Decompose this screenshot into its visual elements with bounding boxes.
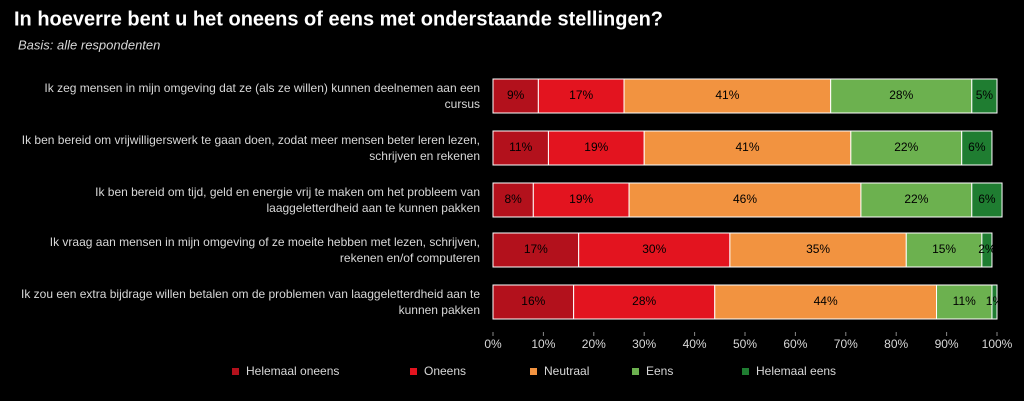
bar-segment <box>936 284 993 320</box>
bar-segment <box>991 284 998 320</box>
bar-segment <box>623 78 832 114</box>
x-tick-label: 70% <box>834 337 858 351</box>
bar-segment <box>573 284 716 320</box>
data-label: 11% <box>953 294 976 308</box>
bar-segment <box>547 130 645 166</box>
bar-segment <box>537 78 625 114</box>
data-label: 15% <box>932 242 956 256</box>
category-label: Ik zeg mensen in mijn omgeving dat ze (a… <box>44 81 480 111</box>
bar-segment <box>729 232 907 268</box>
legend-label: Helemaal oneens <box>246 364 339 378</box>
bar-segment <box>961 130 993 166</box>
category-label: Ik zou een extra bijdrage willen betalen… <box>21 287 480 317</box>
bar-segment <box>714 284 938 320</box>
bar-segment <box>643 130 852 166</box>
legend-label: Eens <box>646 364 673 378</box>
x-tick-label: 60% <box>783 337 807 351</box>
data-label: 44% <box>814 294 838 308</box>
x-tick-label: 40% <box>683 337 707 351</box>
chart-title: In hoeverre bent u het oneens of eens me… <box>14 8 663 30</box>
legend-label: Helemaal eens <box>756 364 836 378</box>
data-label: 9% <box>507 88 525 102</box>
x-tick-label: 30% <box>632 337 656 351</box>
data-label: 28% <box>889 88 913 102</box>
bar-segment <box>905 232 983 268</box>
data-label: 5% <box>976 88 994 102</box>
x-tick-label: 50% <box>733 337 757 351</box>
legend-marker <box>742 368 749 375</box>
x-tick-label: 10% <box>531 337 555 351</box>
data-label: 30% <box>642 242 666 256</box>
x-tick-label: 100% <box>982 337 1013 351</box>
data-label: 22% <box>904 192 928 206</box>
chart-subtitle: Basis: alle respondenten <box>18 37 160 52</box>
data-label: 41% <box>715 88 739 102</box>
category-label: Ik ben bereid om tijd, geld en energie v… <box>95 185 480 215</box>
data-label: 11% <box>509 140 532 154</box>
data-label: 16% <box>521 294 545 308</box>
bar-segment <box>860 182 973 218</box>
data-label: 1% <box>986 294 1004 308</box>
data-label: 17% <box>524 242 548 256</box>
bar-segment <box>971 78 998 114</box>
data-label: 35% <box>806 242 830 256</box>
data-label: 22% <box>894 140 918 154</box>
data-label: 17% <box>569 88 593 102</box>
bar-segment <box>492 284 575 320</box>
bar-segment <box>830 78 973 114</box>
category-label: Ik ben bereid om vrijwilligerswerk te ga… <box>21 133 480 163</box>
data-label: 28% <box>632 294 656 308</box>
data-label: 46% <box>733 192 757 206</box>
legend-label: Neutraal <box>544 364 589 378</box>
bar-segment <box>628 182 862 218</box>
data-label: 6% <box>968 140 986 154</box>
bar-segment <box>981 232 993 268</box>
x-tick-label: 90% <box>935 337 959 351</box>
bar-segment <box>971 182 1003 218</box>
data-label: 6% <box>978 192 996 206</box>
bar-segment <box>492 232 580 268</box>
x-tick-label: 80% <box>884 337 908 351</box>
legend-marker <box>530 368 537 375</box>
bar-segment <box>492 130 549 166</box>
category-label: Ik vraag aan mensen in mijn omgeving of … <box>49 235 480 265</box>
data-label: 8% <box>504 192 522 206</box>
legend-marker <box>232 368 239 375</box>
data-label: 41% <box>736 140 760 154</box>
data-label: 19% <box>584 140 608 154</box>
legend-label: Oneens <box>424 364 466 378</box>
legend-marker <box>632 368 639 375</box>
x-tick-label: 20% <box>582 337 606 351</box>
bar-segment <box>578 232 731 268</box>
data-label: 19% <box>569 192 593 206</box>
x-tick-label: 0% <box>484 337 502 351</box>
data-label: 2% <box>978 242 996 256</box>
bar-segment <box>532 182 630 218</box>
legend-marker <box>410 368 417 375</box>
bar-segment <box>492 78 539 114</box>
